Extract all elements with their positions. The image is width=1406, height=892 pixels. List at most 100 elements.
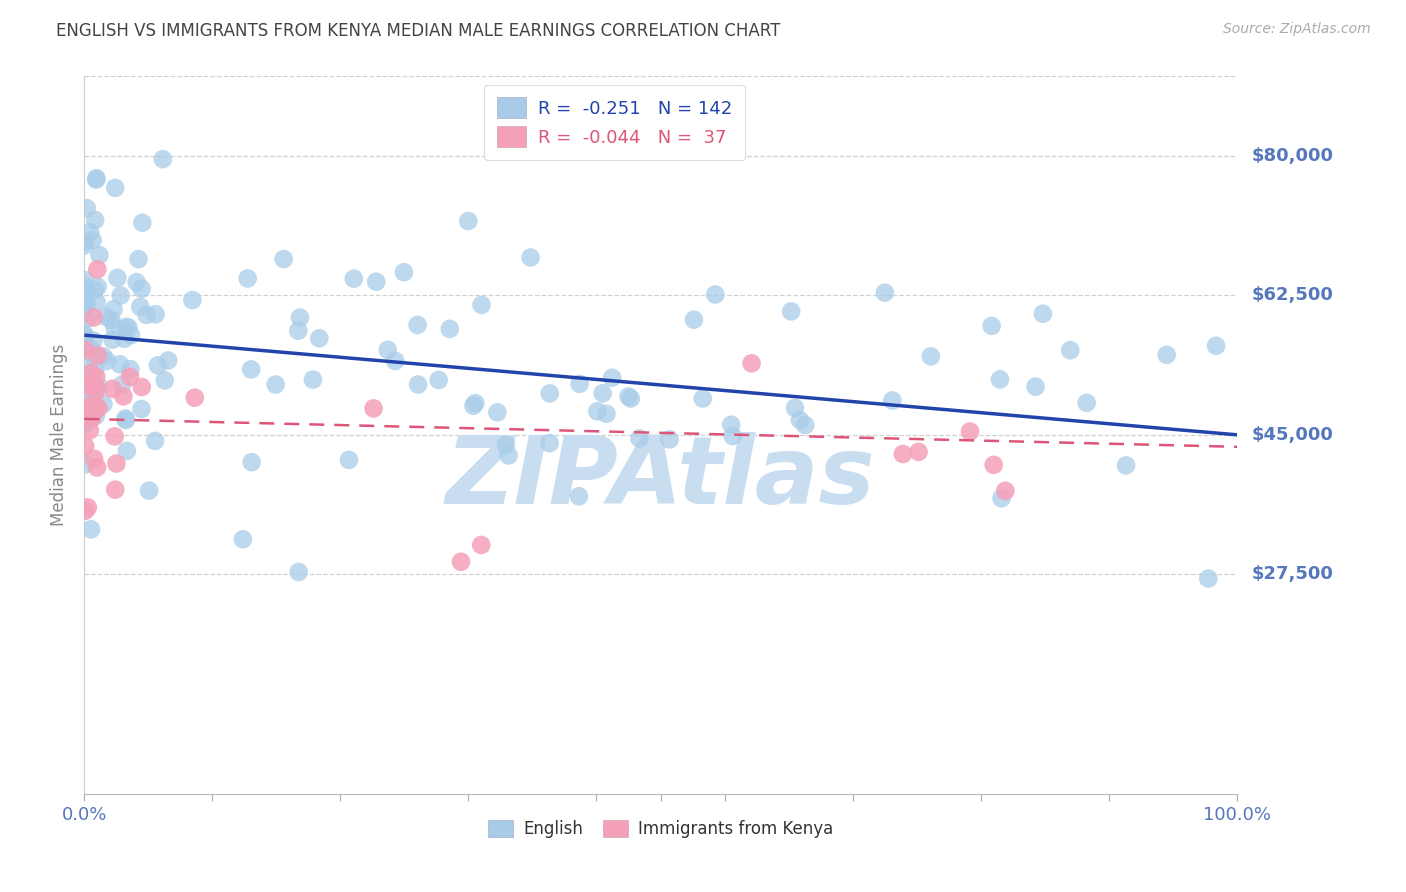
Point: [131, 402, 153, 417]
Point: [1115, 458, 1137, 473]
Point: [980, 318, 1002, 333]
Point: [131, 216, 153, 230]
Point: [366, 275, 388, 289]
Point: [103, 320, 125, 334]
Point: [117, 320, 139, 334]
Point: [586, 404, 609, 418]
Point: [87, 379, 110, 393]
Y-axis label: Median Male Earnings: Median Male Earnings: [51, 343, 69, 526]
Point: [1156, 348, 1178, 362]
Point: [628, 431, 651, 445]
Point: [959, 425, 981, 439]
Point: [120, 369, 142, 384]
Point: [704, 287, 727, 301]
Point: [86, 460, 108, 475]
Text: Source: ZipAtlas.com: Source: ZipAtlas.com: [1223, 22, 1371, 37]
Point: [84, 380, 107, 394]
Point: [76, 201, 98, 215]
Point: [73, 417, 96, 431]
Point: [240, 362, 263, 376]
Point: [720, 417, 742, 432]
Point: [343, 271, 366, 285]
Text: ENGLISH VS IMMIGRANTS FROM KENYA MEDIAN MALE EARNINGS CORRELATION CHART: ENGLISH VS IMMIGRANTS FROM KENYA MEDIAN …: [56, 22, 780, 40]
Point: [377, 343, 399, 357]
Point: [873, 285, 896, 300]
Point: [115, 413, 138, 427]
Point: [600, 370, 623, 384]
Point: [103, 302, 125, 317]
Point: [1059, 343, 1081, 358]
Point: [920, 349, 942, 363]
Point: [145, 307, 167, 321]
Point: [80, 366, 103, 380]
Point: [1205, 339, 1227, 353]
Point: [79, 403, 101, 417]
Point: [439, 322, 461, 336]
Point: [75, 439, 97, 453]
Point: [84, 370, 107, 384]
Point: [82, 334, 104, 348]
Point: [108, 357, 131, 371]
Point: [79, 423, 101, 437]
Point: [86, 171, 108, 186]
Point: [392, 265, 415, 279]
Point: [470, 538, 492, 552]
Point: [135, 308, 157, 322]
Point: [495, 438, 517, 452]
Point: [101, 333, 124, 347]
Point: [104, 483, 127, 497]
Point: [83, 350, 105, 364]
Point: [84, 409, 107, 423]
Point: [658, 433, 681, 447]
Point: [988, 372, 1011, 386]
Point: [184, 391, 207, 405]
Legend: English, Immigrants from Kenya: English, Immigrants from Kenya: [479, 812, 842, 847]
Point: [1197, 572, 1219, 586]
Point: [337, 453, 360, 467]
Point: [450, 555, 472, 569]
Point: [75, 378, 97, 392]
Point: [794, 418, 817, 433]
Point: [406, 377, 429, 392]
Point: [73, 273, 96, 287]
Point: [75, 457, 97, 471]
Point: [83, 451, 105, 466]
Point: [538, 436, 561, 450]
Point: [111, 377, 134, 392]
Point: [129, 300, 152, 314]
Point: [783, 401, 806, 415]
Text: $80,000: $80,000: [1251, 146, 1333, 165]
Text: $62,500: $62,500: [1251, 286, 1333, 304]
Point: [110, 288, 132, 302]
Point: [73, 364, 96, 378]
Point: [73, 415, 96, 429]
Point: [104, 429, 127, 443]
Point: [115, 444, 138, 458]
Point: [1024, 379, 1046, 393]
Point: [741, 356, 763, 370]
Point: [82, 343, 104, 358]
Point: [87, 348, 110, 362]
Point: [82, 409, 104, 423]
Point: [990, 491, 1012, 506]
Point: [498, 449, 520, 463]
Point: [80, 522, 103, 536]
Point: [568, 489, 591, 503]
Point: [538, 386, 561, 401]
Point: [76, 296, 98, 310]
Point: [138, 483, 160, 498]
Point: [76, 401, 98, 416]
Text: $27,500: $27,500: [1251, 566, 1333, 583]
Point: [464, 396, 486, 410]
Point: [76, 311, 98, 326]
Point: [721, 429, 744, 443]
Point: [73, 238, 96, 252]
Point: [84, 172, 107, 186]
Point: [120, 362, 142, 376]
Point: [86, 295, 108, 310]
Point: [181, 293, 204, 307]
Point: [80, 411, 103, 425]
Point: [96, 354, 118, 368]
Point: [76, 500, 98, 515]
Point: [87, 401, 110, 416]
